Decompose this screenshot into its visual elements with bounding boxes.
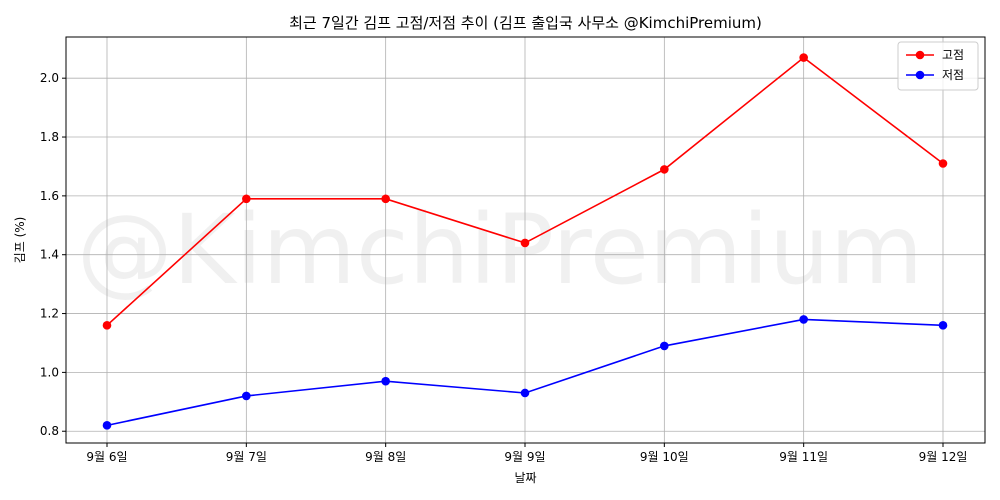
legend-marker [915,70,925,80]
y-tick-label: 1.6 [40,189,59,203]
y-tick-label: 0.8 [40,424,59,438]
data-point [938,321,948,330]
y-tick-label: 1.4 [40,248,59,262]
legend-marker [915,50,925,60]
data-point [242,194,251,204]
series-group [102,53,948,430]
data-point [102,421,112,430]
x-tick-label: 9월 7일 [226,450,267,464]
x-tick-label: 9월 10일 [640,450,689,464]
data-point [242,391,251,401]
x-tick-label: 9월 12일 [919,450,968,464]
legend-box [897,41,979,91]
x-tick-label: 9월 11일 [779,450,828,464]
data-point [799,53,808,62]
x-axis-title: 날짜 [514,471,536,485]
x-tick-label: 9월 8일 [365,450,406,464]
data-point [660,165,669,174]
y-tick-label: 1.8 [40,130,59,144]
data-point [520,388,530,398]
data-point [102,321,112,330]
x-tick-label: 9월 6일 [86,450,127,464]
y-tick-label: 2.0 [40,71,59,85]
y-axis-title: 김프 (%) [13,217,27,264]
data-point [799,315,808,324]
x-tick-label: 9월 9일 [504,450,545,464]
data-point [660,341,669,351]
y-tick-label: 1.2 [40,307,59,321]
series-고점 [102,53,948,330]
y-tick-label: 1.0 [40,365,59,379]
legend-label: 저점 [942,68,964,82]
data-point [381,194,390,204]
legend-label: 고점 [942,48,964,62]
series-저점 [102,315,948,430]
watermark-text: @KimchiPremium [77,194,924,306]
chart-title: 최근 7일간 김프 고점/저점 추이 (김프 출입국 사무소 @KimchiPr… [289,14,762,32]
data-point [938,159,948,168]
data-point [520,238,530,248]
data-point [381,376,390,386]
axis-ticks: 9월 6일 9월 7일 9월 8일 9월 9일 9월 10일 9월 11일 9월 12일 0.… [40,71,968,464]
